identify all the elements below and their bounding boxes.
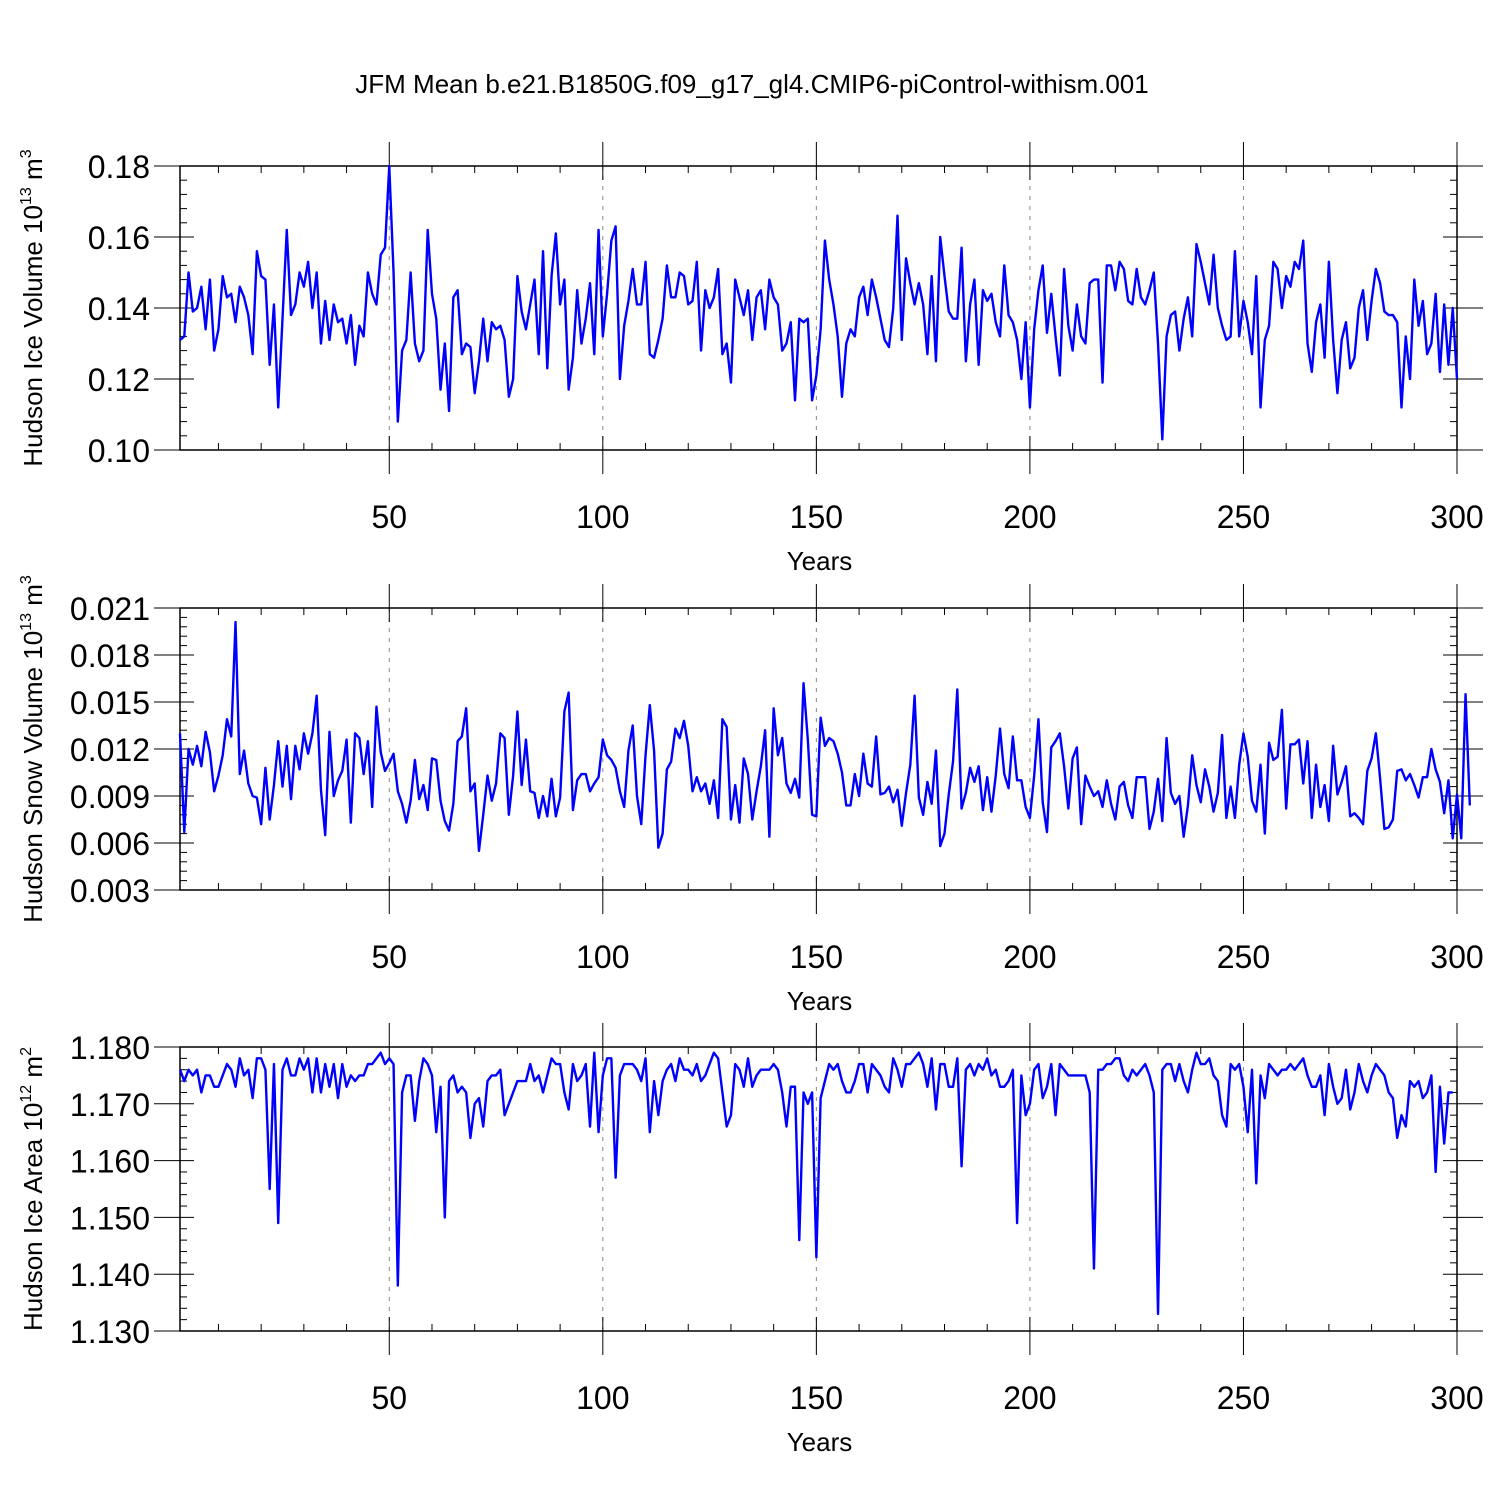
y-tick-label: 1.130 — [70, 1314, 150, 1350]
x-tick-label: 250 — [1217, 939, 1270, 975]
x-tick-label: 250 — [1217, 1380, 1270, 1416]
panel-2: 50 100 150 200 250 300 Years 0.003 0.006 0.009 0.0… — [18, 575, 1484, 1016]
y-tick-label: 1.180 — [70, 1030, 150, 1066]
y-tick-label: 0.12 — [88, 362, 150, 398]
x-axis-label: Years — [787, 1427, 853, 1457]
x-tick-label: 300 — [1430, 939, 1483, 975]
x-tick-label: 50 — [371, 499, 407, 535]
x-tick-label: 150 — [790, 939, 843, 975]
x-tick-label: 100 — [576, 499, 629, 535]
x-tick-label: 100 — [576, 939, 629, 975]
y-tick-label: 0.009 — [70, 779, 150, 815]
y-tick-label: 0.012 — [70, 732, 150, 768]
y-tick-label: 0.021 — [70, 591, 150, 627]
x-tick-label: 200 — [1003, 1380, 1056, 1416]
x-tick-label: 200 — [1003, 499, 1056, 535]
y-tick-label: 0.006 — [70, 826, 150, 862]
y-tick-label: 0.015 — [70, 685, 150, 721]
y-tick-label: 1.140 — [70, 1257, 150, 1293]
x-tick-label: 50 — [371, 939, 407, 975]
y-axis-label: Hudson Snow Volume 1013 m3 — [18, 575, 48, 923]
x-axis-label: Years — [787, 546, 853, 576]
y-tick-label: 0.10 — [88, 433, 150, 469]
y-tick-label: 1.160 — [70, 1144, 150, 1180]
x-tick-label: 300 — [1430, 1380, 1483, 1416]
x-tick-label: 150 — [790, 499, 843, 535]
series-line — [178, 1051, 1453, 1316]
y-tick-label: 1.150 — [70, 1200, 150, 1236]
panel-3: 50 100 150 200 250 300 Years 1.130 1.140 1.150 1.1… — [18, 1023, 1484, 1457]
y-tick-label: 0.16 — [88, 220, 150, 256]
x-tick-label: 300 — [1430, 499, 1483, 535]
series-line — [178, 620, 1472, 853]
chart-title: JFM Mean b.e21.B1850G.f09_g17_gl4.CMIP6-… — [355, 69, 1148, 99]
y-tick-label: 0.18 — [88, 149, 150, 185]
panels: 50 100 150 200 250 300 Years 0.10 0.12 0.14 0.16 0.… — [18, 142, 1484, 1457]
x-tick-label: 150 — [790, 1380, 843, 1416]
panel-1: 50 100 150 200 250 300 Years 0.10 0.12 0.14 0.16 0.… — [18, 142, 1484, 576]
x-tick-label: 250 — [1217, 499, 1270, 535]
x-tick-label: 100 — [576, 1380, 629, 1416]
y-tick-label: 1.170 — [70, 1087, 150, 1123]
y-axis-label: Hudson Ice Volume 1013 m3 — [18, 149, 48, 466]
plot-frame — [179, 1046, 1458, 1332]
y-tick-label: 0.14 — [88, 291, 150, 327]
y-tick-label: 0.003 — [70, 873, 150, 909]
x-tick-label: 50 — [371, 1380, 407, 1416]
x-axis-label: Years — [787, 986, 853, 1016]
y-axis-label: Hudson Ice Area 1012 m2 — [18, 1047, 48, 1331]
plot-frame — [179, 165, 1458, 451]
series-line — [179, 164, 1459, 441]
x-tick-label: 200 — [1003, 939, 1056, 975]
y-tick-label: 0.018 — [70, 638, 150, 674]
